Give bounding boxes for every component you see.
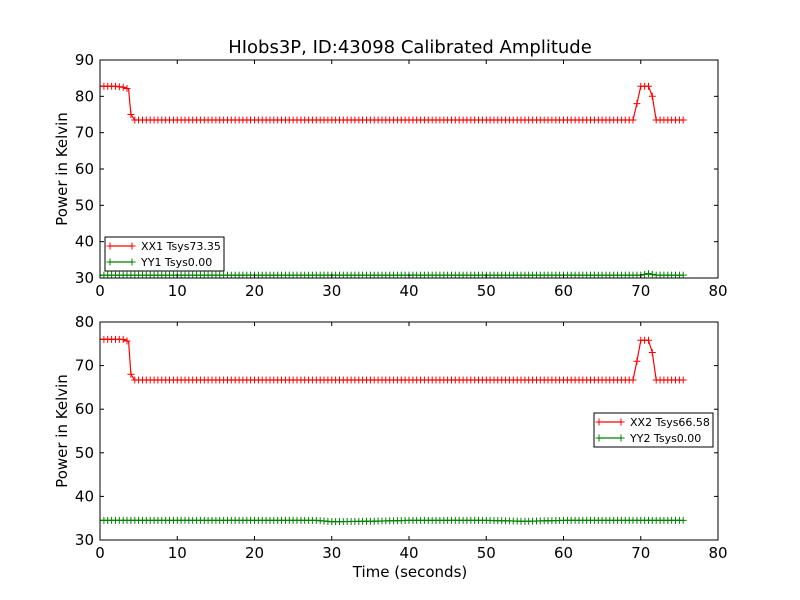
series-xx1-marker xyxy=(629,116,637,124)
bottom-panel: 0 10 20 30 40 50 60 70 80 30 40 50 60 70 80 Power in Ke… xyxy=(53,313,728,562)
x-tick-label: 60 xyxy=(554,544,573,562)
y-tick-label: 80 xyxy=(75,313,94,331)
legend-entry-yy1-marker xyxy=(106,258,114,266)
series-xx1 xyxy=(100,82,687,124)
legend-entry-yy2-marker xyxy=(617,434,625,442)
legend-entry-xx1-label: XX1 Tsys73.35 xyxy=(141,240,221,253)
top-panel: 0 10 20 30 40 50 60 70 80 30 40 50 60 70 80 90 Power in … xyxy=(53,51,728,300)
series-yy1-marker xyxy=(648,270,656,278)
legend-entry-xx2-marker xyxy=(617,418,625,426)
y-tick-label: 40 xyxy=(75,233,94,251)
series-yy1-marker xyxy=(679,271,687,278)
series-xx2-marker xyxy=(123,337,131,345)
y-tick-label: 30 xyxy=(75,269,94,287)
series-yy1-marker xyxy=(645,270,652,278)
y-tick-label: 70 xyxy=(75,124,94,142)
series-xx2-marker xyxy=(119,335,127,343)
legend: XX2 Tsys66.58 YY2 Tsys0.00 xyxy=(593,412,714,448)
x-tick-label: 10 xyxy=(168,282,187,300)
series-xx2-marker xyxy=(633,357,641,365)
series-xx1-marker xyxy=(115,83,123,91)
legend-entry-yy2-label: YY2 Tsys0.00 xyxy=(629,432,701,445)
y-axis-label: Power in Kelvin xyxy=(53,112,71,226)
series-xx1-marker xyxy=(123,85,131,92)
series-yy1-marker xyxy=(641,270,649,278)
series-yy2-marker xyxy=(679,516,687,524)
legend-entry-yy1-marker xyxy=(128,258,136,266)
y-tick-label: 90 xyxy=(75,51,94,69)
chart-title: HIobs3P, ID:43098 Calibrated Amplitude xyxy=(228,37,592,58)
x-tick-label: 10 xyxy=(168,544,187,562)
series-xx1-marker xyxy=(633,100,641,108)
x-tick-label: 50 xyxy=(477,282,496,300)
x-tick-label: 20 xyxy=(245,544,264,562)
x-tick-label: 30 xyxy=(322,282,341,300)
series-xx1-marker xyxy=(648,92,656,100)
legend-box xyxy=(104,236,225,272)
plot-area xyxy=(100,335,687,526)
legend: XX1 Tsys73.35 YY1 Tsys0.00 xyxy=(104,236,225,272)
x-tick-label: 70 xyxy=(631,282,650,300)
legend-entry-yy1-label: YY1 Tsys0.00 xyxy=(140,256,212,269)
legend-entry-yy2-marker xyxy=(595,434,603,442)
x-tick-label: 30 xyxy=(322,544,341,562)
y-tick-label: 60 xyxy=(75,400,94,418)
x-tick-label: 0 xyxy=(95,544,105,562)
series-xx2-marker xyxy=(127,370,135,378)
y-tick-label: 70 xyxy=(75,357,94,375)
y-tick-label: 40 xyxy=(75,487,94,505)
legend-entry-xx2-marker xyxy=(595,418,603,426)
legend-entry-xx1-marker xyxy=(128,242,136,250)
y-tick-label: 50 xyxy=(75,444,94,462)
x-tick-label: 80 xyxy=(708,544,727,562)
y-tick-label: 60 xyxy=(75,160,94,178)
x-tick-label: 20 xyxy=(245,282,264,300)
x-tick-label: 80 xyxy=(708,282,727,300)
legend-entry-xx2-label: XX2 Tsys66.58 xyxy=(630,416,710,429)
series-xx2-marker xyxy=(629,376,637,384)
y-tick-label: 30 xyxy=(75,531,94,549)
legend-box xyxy=(593,412,714,448)
series-xx1-marker xyxy=(127,111,135,118)
x-tick-label: 50 xyxy=(477,544,496,562)
series-xx1-marker xyxy=(645,82,652,90)
series-xx2-marker xyxy=(679,376,687,384)
y-tick-label: 80 xyxy=(75,87,94,105)
x-tick-label: 40 xyxy=(399,282,418,300)
series-xx2-marker xyxy=(648,349,656,356)
x-tick-label: 70 xyxy=(631,544,650,562)
series-yy2 xyxy=(100,516,687,526)
y-axis-label: Power in Kelvin xyxy=(53,374,71,488)
y-tick-label: 50 xyxy=(75,196,94,214)
series-xx1-marker xyxy=(119,83,127,91)
series-xx2 xyxy=(100,335,687,384)
legend-entry-xx1-marker xyxy=(106,242,114,250)
series-xx2-marker xyxy=(645,336,652,344)
series-yy1 xyxy=(100,270,687,278)
x-axis-label: Time (seconds) xyxy=(352,563,468,581)
series-xx1-marker xyxy=(679,116,687,124)
x-tick-label: 0 xyxy=(95,282,105,300)
x-tick-label: 60 xyxy=(554,282,573,300)
plot-area xyxy=(100,82,687,278)
x-tick-label: 40 xyxy=(399,544,418,562)
